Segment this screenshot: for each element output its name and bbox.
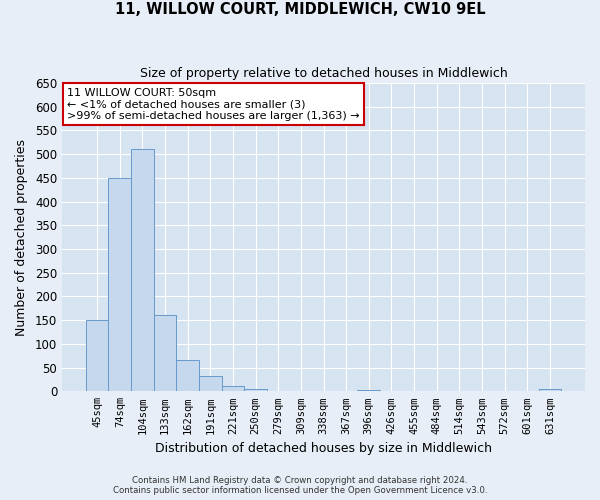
Bar xyxy=(176,360,199,392)
Bar xyxy=(199,376,221,392)
Bar xyxy=(86,320,109,392)
X-axis label: Distribution of detached houses by size in Middlewich: Distribution of detached houses by size … xyxy=(155,442,492,455)
Title: Size of property relative to detached houses in Middlewich: Size of property relative to detached ho… xyxy=(140,68,508,80)
Text: 11, WILLOW COURT, MIDDLEWICH, CW10 9EL: 11, WILLOW COURT, MIDDLEWICH, CW10 9EL xyxy=(115,2,485,18)
Bar xyxy=(358,390,380,392)
Y-axis label: Number of detached properties: Number of detached properties xyxy=(15,138,28,336)
Bar xyxy=(244,389,267,392)
Bar xyxy=(154,316,176,392)
Text: Contains HM Land Registry data © Crown copyright and database right 2024.
Contai: Contains HM Land Registry data © Crown c… xyxy=(113,476,487,495)
Bar xyxy=(539,389,561,392)
Bar xyxy=(221,386,244,392)
Text: 11 WILLOW COURT: 50sqm
← <1% of detached houses are smaller (3)
>99% of semi-det: 11 WILLOW COURT: 50sqm ← <1% of detached… xyxy=(67,88,360,121)
Bar xyxy=(131,150,154,392)
Bar xyxy=(109,178,131,392)
